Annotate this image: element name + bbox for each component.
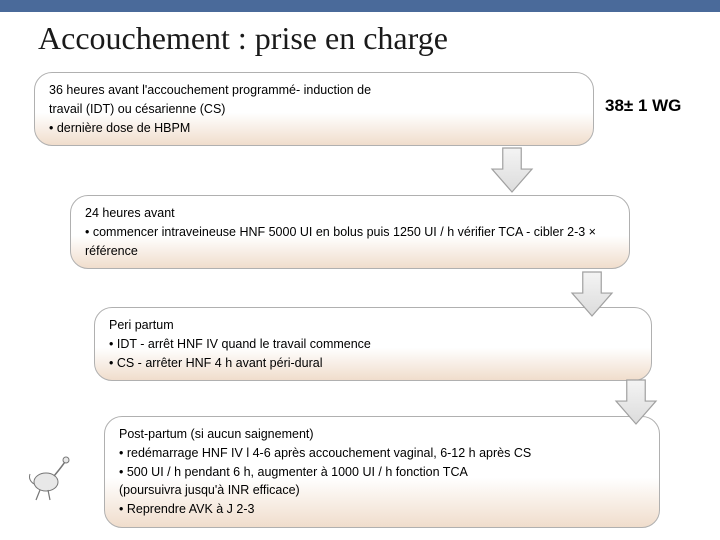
card-line: 24 heures avant (85, 204, 615, 223)
card-line: • commencer intraveineuse HNF 5000 UI en… (85, 223, 615, 261)
card-line: Post-partum (si aucun saignement) (119, 425, 645, 444)
top-accent-bar (0, 0, 720, 12)
arrow-down-icon (570, 270, 614, 318)
card-line: • Reprendre AVK à J 2-3 (119, 500, 645, 519)
arrow-down-icon (614, 378, 658, 426)
card-line: • 500 UI / h pendant 6 h, augmenter à 10… (119, 463, 645, 482)
card-line: Peri partum (109, 316, 637, 335)
card-line: • CS - arrêter HNF 4 h avant péri-dural (109, 354, 637, 373)
card-line: travail (IDT) ou césarienne (CS) (49, 100, 579, 119)
card-line: • dernière dose de HBPM (49, 119, 579, 138)
card-line: • IDT - arrêt HNF IV quand le travail co… (109, 335, 637, 354)
card-line: • redémarrage HNF IV l 4-6 après accouch… (119, 444, 645, 463)
card-line: (poursuivra jusqu'à INR efficace) (119, 481, 645, 500)
card-peri-partum: Peri partum• IDT - arrêt HNF IV quand le… (94, 307, 652, 381)
arrow-down-icon (490, 146, 534, 194)
card-line: 36 heures avant l'accouchement programmé… (49, 81, 579, 100)
card-post-partum: Post-partum (si aucun saignement)• redém… (104, 416, 660, 528)
card-24h-before: 24 heures avant• commencer intraveineuse… (70, 195, 630, 269)
stork-icon (26, 454, 74, 502)
page-title: Accouchement : prise en charge (0, 12, 720, 67)
gestational-age-badge: 38± 1 WG (605, 96, 681, 116)
card-36h-before: 36 heures avant l'accouchement programmé… (34, 72, 594, 146)
